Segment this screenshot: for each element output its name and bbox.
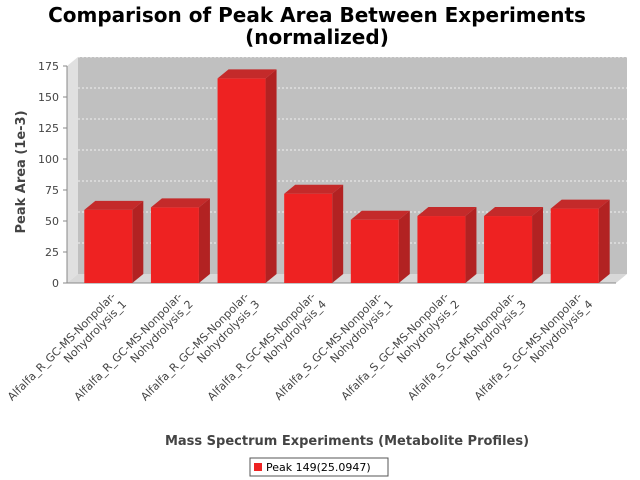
- y-tick-label: 50: [45, 215, 59, 228]
- x-axis-title: Mass Spectrum Experiments (Metabolite Pr…: [165, 434, 529, 449]
- y-tick-label: 75: [45, 184, 59, 197]
- y-tick-label: 150: [38, 91, 59, 104]
- bar-side: [265, 69, 277, 284]
- bar-side: [532, 207, 544, 283]
- bar-front: [350, 219, 399, 283]
- bars: [84, 69, 610, 284]
- bar: [550, 199, 610, 283]
- bar-side: [332, 184, 344, 283]
- legend-box: [249, 457, 389, 477]
- bar-front: [550, 208, 599, 283]
- plot-side-wall: [67, 57, 78, 283]
- legend-swatch: [254, 463, 262, 471]
- x-tick-label: Alfalfa_S_GC-MS-Nonpolar-Nohydrolysis_4: [472, 289, 596, 413]
- y-tick-label: 175: [38, 60, 59, 73]
- bar-side: [465, 207, 477, 283]
- legend-label: Peak 149(25.0947): [266, 461, 371, 474]
- bar-top: [84, 200, 144, 210]
- bar: [150, 198, 210, 283]
- y-axis-title: Peak Area (1e-3): [14, 110, 29, 233]
- x-tick-label: Alfalfa_S_GC-MS-Nonpolar-Nohydrolysis_1: [272, 289, 396, 413]
- legend: Peak 149(25.0947): [249, 457, 389, 477]
- bar-side: [198, 198, 210, 283]
- bar-front: [284, 193, 333, 283]
- bar-front: [84, 209, 133, 283]
- bar-top: [150, 198, 210, 208]
- x-tick-label: Alfalfa_R_GC-MS-Nonpolar-Nohydrolysis_4: [205, 289, 329, 413]
- bar: [284, 184, 344, 283]
- bar-top: [550, 199, 610, 209]
- bar-side: [132, 200, 144, 283]
- bar-top: [217, 69, 277, 79]
- bar: [217, 69, 277, 284]
- bar-top: [484, 207, 544, 217]
- x-tick-label: Alfalfa_S_GC-MS-Nonpolar-Nohydrolysis_2: [339, 289, 463, 413]
- bar-front: [217, 78, 266, 284]
- bar-top: [417, 207, 477, 217]
- x-tick-label: Alfalfa_R_GC-MS-Nonpolar-Nohydrolysis_3: [138, 289, 262, 413]
- x-tick-label: Alfalfa_R_GC-MS-Nonpolar-Nohydrolysis_1: [5, 289, 129, 413]
- x-tick-label: Alfalfa_S_GC-MS-Nonpolar-Nohydrolysis_3: [405, 289, 529, 413]
- bar: [484, 207, 544, 283]
- bar-side: [598, 199, 610, 283]
- y-tick-label: 100: [38, 153, 59, 166]
- bar-front: [484, 216, 533, 283]
- bar: [350, 210, 410, 283]
- bar-front: [150, 207, 199, 283]
- bar-top: [350, 210, 410, 220]
- bar: [84, 200, 144, 283]
- y-tick-label: 125: [38, 122, 59, 135]
- bar-front: [417, 216, 466, 283]
- y-tick-label: 25: [45, 246, 59, 259]
- x-tick-label: Alfalfa_R_GC-MS-Nonpolar-Nohydrolysis_2: [72, 289, 196, 413]
- bar-side: [398, 210, 410, 283]
- bar: [417, 207, 477, 283]
- chart-title-line1: Comparison of Peak Area Between Experime…: [48, 3, 586, 27]
- x-axis-labels: Alfalfa_R_GC-MS-Nonpolar-Nohydrolysis_1A…: [5, 289, 596, 413]
- chart-title-line2: (normalized): [245, 25, 389, 49]
- bar-top: [284, 184, 344, 194]
- y-tick-label: 0: [52, 277, 59, 290]
